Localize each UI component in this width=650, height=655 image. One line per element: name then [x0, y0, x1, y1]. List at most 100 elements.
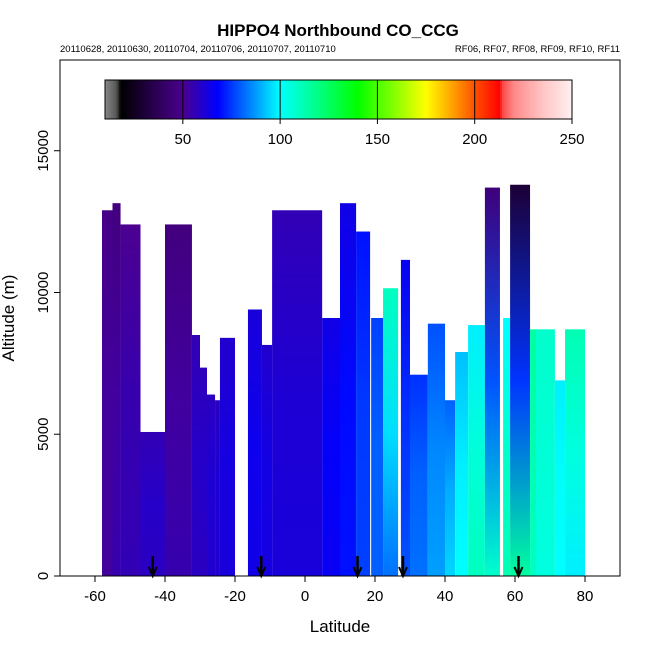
colorbar-swatch	[529, 80, 532, 119]
x-tick-label: 60	[507, 588, 524, 605]
colorbar-swatch	[332, 80, 336, 119]
colorbar-swatch	[531, 80, 534, 119]
colorbar-swatch	[285, 80, 289, 119]
y-tick-label: 10000	[35, 272, 52, 314]
colorbar-swatch	[272, 80, 275, 119]
colorbar-swatch	[157, 80, 161, 119]
colorbar-swatch	[254, 80, 258, 119]
data-column	[340, 203, 357, 576]
data-column	[536, 329, 555, 576]
colorbar-swatch	[385, 80, 388, 119]
colorbar-swatch	[463, 80, 466, 119]
colorbar-swatch	[357, 80, 361, 119]
colorbar-swatch	[536, 80, 540, 119]
colorbar-swatch	[552, 80, 556, 119]
colorbar-swatch	[402, 80, 406, 119]
colorbar-swatch	[371, 80, 375, 119]
colorbar-swatch	[221, 80, 225, 119]
x-tick-label: -20	[224, 588, 246, 605]
colorbar-swatch	[176, 80, 180, 119]
data-column	[165, 224, 192, 576]
colorbar-swatch	[165, 80, 168, 119]
colorbar-swatch	[408, 80, 412, 119]
colorbar-swatch	[258, 80, 262, 119]
colorbar-swatch	[145, 80, 149, 119]
colorbar-swatch	[175, 80, 178, 119]
colorbar-swatch	[305, 80, 308, 119]
colorbar-swatch	[128, 80, 131, 119]
colorbar-swatch	[486, 80, 489, 119]
colorbar-swatch	[503, 80, 507, 119]
colorbar-swatch	[501, 80, 505, 119]
colorbar-swatch	[161, 80, 164, 119]
chart-subtitle-flights: RF06, RF07, RF08, RF09, RF10, RF11	[455, 44, 620, 55]
colorbar-swatch	[116, 80, 120, 119]
data-column	[455, 352, 469, 576]
data-column	[427, 323, 445, 576]
x-tick-label: 0	[301, 588, 309, 605]
colorbar-swatch	[190, 80, 194, 119]
colorbar-swatch	[428, 80, 431, 119]
colorbar-swatch	[202, 80, 205, 119]
data-column	[219, 337, 235, 576]
colorbar-swatch	[550, 80, 554, 119]
colorbar-swatch	[412, 80, 415, 119]
colorbar-tick-label: 150	[365, 131, 390, 148]
colorbar-swatch	[338, 80, 342, 119]
colorbar-swatch	[340, 80, 343, 119]
colorbar-swatch	[229, 80, 233, 119]
colorbar-swatch	[180, 80, 184, 119]
data-column	[200, 367, 207, 576]
colorbar-swatch	[484, 80, 487, 119]
colorbar-swatch	[167, 80, 170, 119]
colorbar-swatch	[194, 80, 198, 119]
colorbar-swatch	[455, 80, 458, 119]
colorbar-swatch	[342, 80, 345, 119]
colorbar-swatch	[223, 80, 227, 119]
colorbar-swatch	[422, 80, 425, 119]
colorbar-swatch	[354, 80, 357, 119]
colorbar-swatch	[110, 80, 114, 119]
colorbar-swatch	[105, 80, 108, 119]
colorbar-swatch	[182, 80, 186, 119]
colorbar-swatch	[424, 80, 427, 119]
colorbar-swatch	[482, 80, 486, 119]
colorbar-swatch	[130, 80, 133, 119]
data-column	[247, 309, 262, 576]
data-column	[565, 329, 585, 576]
colorbar: 50 100 150 200 250	[104, 79, 585, 148]
colorbar-swatch	[500, 80, 503, 119]
colorbar-swatch	[348, 80, 351, 119]
colorbar-swatch	[564, 80, 567, 119]
data-column	[554, 380, 566, 576]
colorbar-swatch	[410, 80, 414, 119]
colorbar-swatch	[270, 80, 273, 119]
colorbar-swatch	[284, 80, 287, 119]
colorbar-swatch	[326, 80, 330, 119]
colorbar-swatch	[108, 80, 112, 119]
colorbar-swatch	[239, 80, 242, 119]
colorbar-swatch	[178, 80, 182, 119]
colorbar-swatch	[548, 80, 552, 119]
colorbar-swatch	[459, 80, 462, 119]
colorbar-tick-label: 250	[559, 131, 584, 148]
colorbar-swatch	[556, 80, 559, 119]
colorbar-swatch	[198, 80, 201, 119]
colorbar-swatch	[297, 80, 301, 119]
colorbar-swatch	[213, 80, 217, 119]
colorbar-swatch	[517, 80, 521, 119]
x-tick-label: -60	[84, 588, 106, 605]
colorbar-swatch	[480, 80, 484, 119]
colorbar-swatch	[373, 80, 377, 119]
colorbar-swatch	[204, 80, 207, 119]
colorbar-swatch	[441, 80, 445, 119]
data-column	[503, 318, 511, 576]
colorbar-swatch	[558, 80, 561, 119]
data-column	[207, 394, 216, 576]
chart-title: HIPPO4 Northbound CO_CCG	[217, 21, 459, 40]
colorbar-swatch	[383, 80, 386, 119]
colorbar-swatch	[474, 80, 478, 119]
colorbar-swatch	[396, 80, 400, 119]
colorbar-swatch	[124, 80, 128, 119]
colorbar-swatch	[570, 80, 573, 119]
